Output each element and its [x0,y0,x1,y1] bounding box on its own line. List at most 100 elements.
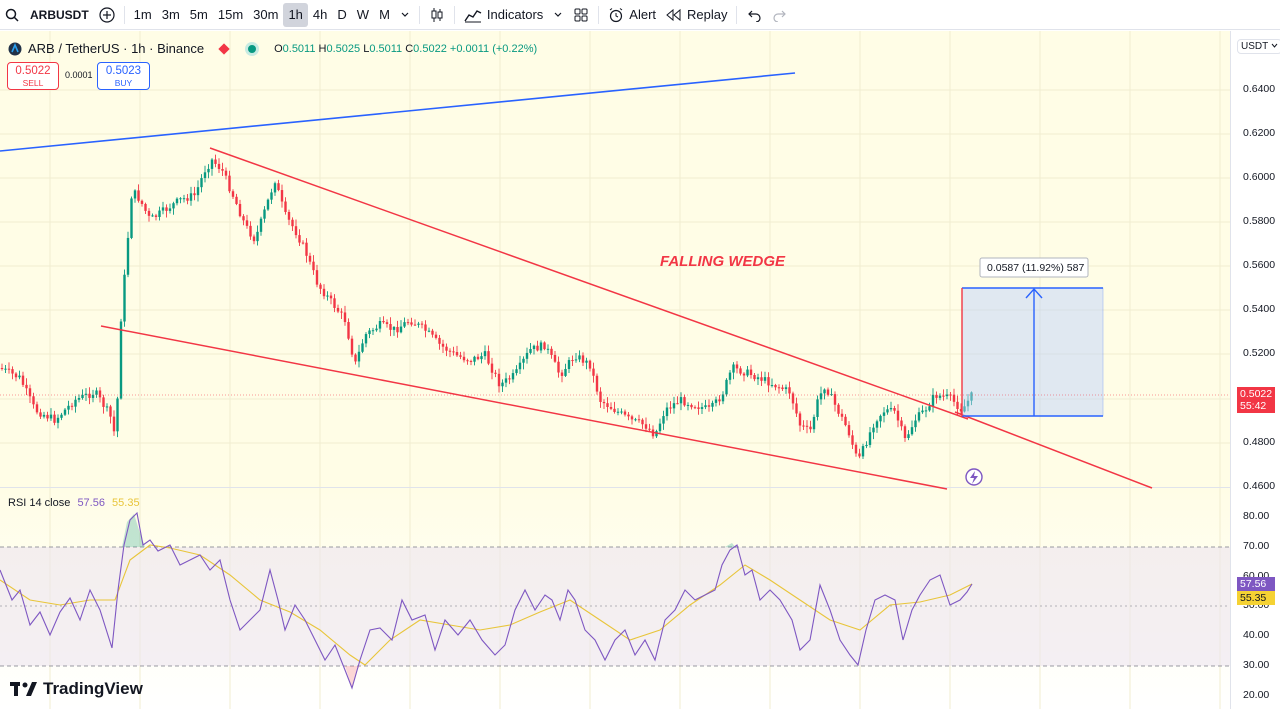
candle-body [193,193,196,196]
candle-body [532,345,536,350]
candle-body [91,394,95,398]
candles-style-icon[interactable] [424,3,450,27]
chart-area[interactable]: 0.0587 (11.92%) 587 FALLING WEDGE [0,31,1230,709]
close-value: 0.5022 [413,42,447,55]
candle-body [809,426,812,430]
price-axis[interactable]: USDT 0.6400 0.6200 0.6000 0.5800 0.5600 0.540… [1230,31,1280,709]
candle-body [256,231,259,242]
interval-button-W[interactable]: W [356,7,370,22]
projection-arrow-head [1025,287,1043,299]
chevron-down-icon[interactable] [395,3,415,27]
candle-body [389,324,392,330]
candle-body [14,373,18,378]
candle-body [662,416,665,424]
candle-body [399,326,403,333]
interval-button-3m[interactable]: 3m [161,7,180,22]
candle-body [252,236,256,242]
rsi-overbought-fill [122,514,145,547]
candle-body [350,338,354,355]
candle-body [77,398,81,400]
rsi-label[interactable]: RSI 14 close [8,497,71,509]
candle-body [221,169,224,171]
candle-body [690,404,693,408]
candle-body [480,356,483,360]
candle-body [868,432,872,445]
chart-canvas[interactable]: 0.0587 (11.92%) 587 FALLING WEDGE [0,31,1230,709]
interval-button-M[interactable]: M [379,7,390,22]
indicators-button[interactable]: Indicators [459,3,548,27]
candle-body [735,364,739,369]
candle-body [826,389,830,395]
chevron-down-icon[interactable] [548,3,568,27]
interval-button-30m[interactable]: 30m [253,7,279,22]
candle-body [326,295,329,297]
replay-button[interactable]: Replay [661,3,732,27]
flag-icon[interactable] [218,42,230,55]
tradingview-logo[interactable]: TradingView [10,679,143,699]
buy-label: BUY [114,78,133,88]
candle-body [966,400,970,407]
candle-body [130,198,133,238]
candle-body [259,218,263,232]
interval-button-5m[interactable]: 5m [189,7,208,22]
candle-body [280,190,284,202]
candle-body [760,377,763,381]
candle-body [746,369,749,376]
candle-body [959,408,963,412]
candle-body [396,327,399,333]
price-tick-label: 0.5400 [1243,303,1276,315]
candle-body [196,187,200,196]
candle-body [739,368,742,374]
candle-body [602,401,606,404]
candle-body [116,398,119,432]
interval-button-D[interactable]: D [337,7,347,22]
candle-body [67,405,70,410]
candle-body [175,198,179,204]
candle-body [287,211,291,220]
open-label: O [274,42,283,55]
rsi-ma-value-tag: 55.35 [1237,591,1275,605]
candle-body [95,390,98,395]
candle-body [693,407,697,409]
search-icon[interactable] [0,3,24,27]
candle-body [840,413,844,417]
candle-body [228,175,231,192]
sell-button[interactable]: 0.5022 SELL [7,62,59,90]
candle-body [707,405,711,407]
candle-body [900,420,903,427]
candle-body [308,255,312,262]
candle-body [875,421,879,428]
bar-countdown: 55:42 [1240,400,1267,412]
legend-title[interactable]: ARB / TetherUS · 1h · Binance [28,41,205,56]
interval-button-1m[interactable]: 1m [133,7,152,22]
buy-button[interactable]: 0.5023 BUY [97,62,150,90]
candle-body [893,408,896,411]
projection-box [961,287,1104,417]
candle-body [459,355,462,357]
top-toolbar: ARBUSDT 1m 3m 5m 15m 30m 1h 4h D W M Indicators A… [0,0,1280,30]
indicators-label: Indicators [486,7,544,22]
candle-body [564,368,567,376]
brand-name: TradingView [43,679,143,698]
candle-body [819,393,823,400]
add-symbol-icon[interactable] [94,3,120,27]
high-value: 0.5025 [326,42,361,55]
candle-body [774,385,777,388]
candle-body [375,328,378,331]
currency-select[interactable]: USDT [1237,39,1280,54]
undo-icon[interactable] [741,3,767,27]
interval-button-4h[interactable]: 4h [312,7,328,22]
interval-button-15m[interactable]: 15m [217,7,244,22]
candle-body [511,373,515,380]
interval-button-1h[interactable]: 1h [283,2,308,27]
layouts-icon[interactable] [568,3,594,27]
alert-button[interactable]: Alert [603,3,661,27]
candle-body [508,378,511,380]
redo-icon[interactable] [767,3,793,27]
price-tick-label: 0.5600 [1243,259,1276,271]
symbol-name[interactable]: ARBUSDT [30,7,89,22]
candle-body [235,196,238,204]
rsi-tick-label: 80.00 [1243,510,1270,522]
candle-body [336,307,340,312]
rsi-value-tag: 57.56 [1237,577,1275,591]
